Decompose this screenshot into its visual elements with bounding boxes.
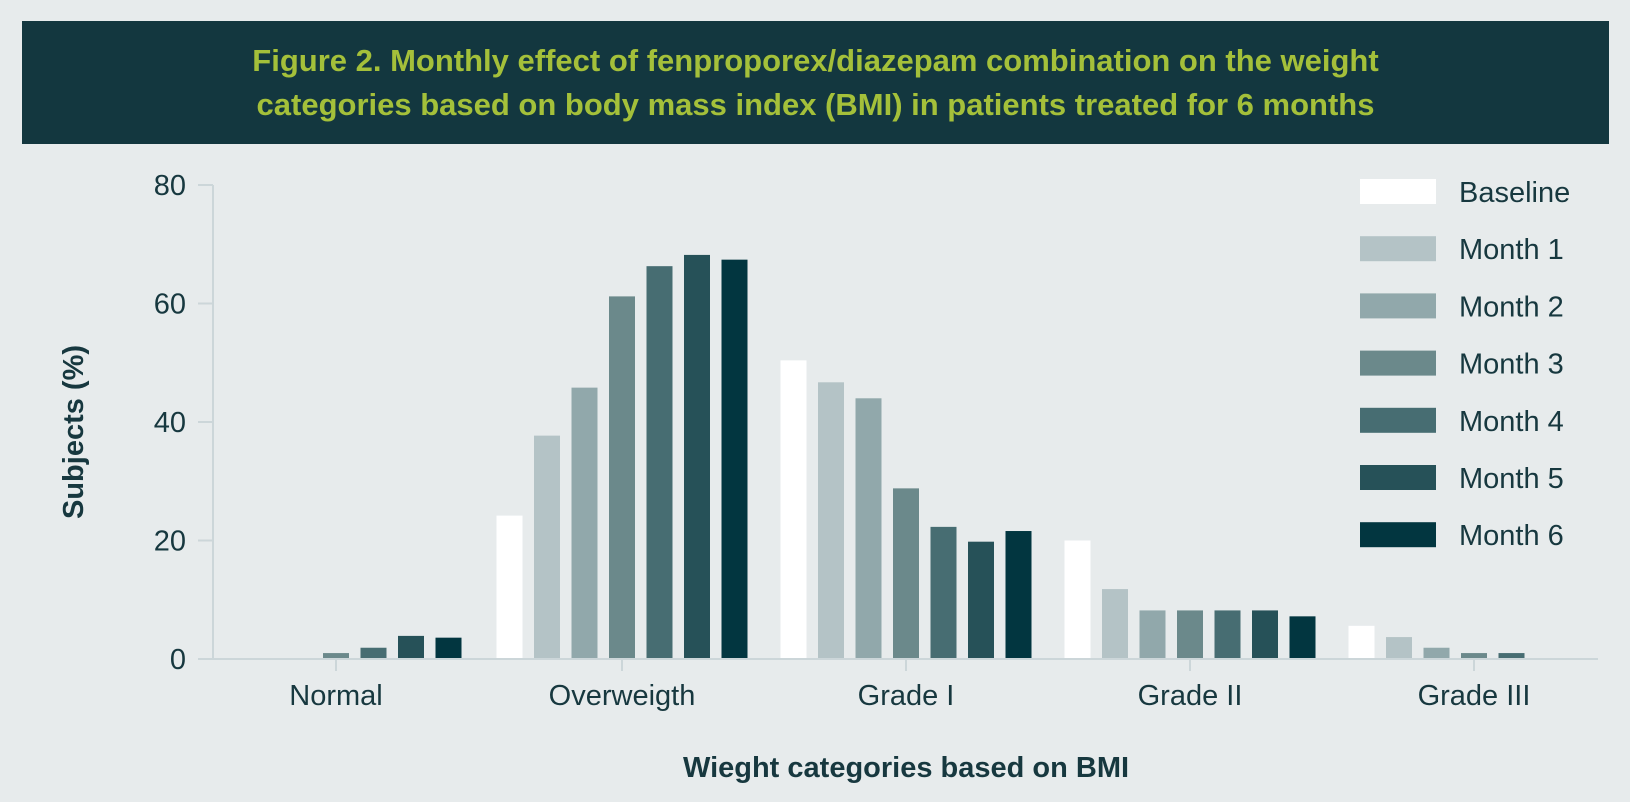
legend-item: Baseline xyxy=(1360,177,1570,209)
x-tick-label: Grade I xyxy=(858,680,955,712)
legend-item: Month 5 xyxy=(1360,463,1564,495)
x-tick-label: Grade II xyxy=(1138,680,1243,712)
bar-month-3-normal xyxy=(323,653,349,658)
bar-month-4-overweigth xyxy=(646,266,673,658)
y-tick-label: 20 xyxy=(154,526,186,558)
legend-swatch xyxy=(1360,407,1436,433)
y-tick-label: 80 xyxy=(154,170,186,202)
legend-swatch xyxy=(1360,179,1436,204)
bar-month-1-grade-ii xyxy=(1102,589,1128,658)
legend-item: Month 4 xyxy=(1360,406,1564,438)
bar-month-6-normal xyxy=(435,637,462,658)
legend-label: Month 3 xyxy=(1459,349,1564,381)
y-axis-title: Subjects (%) xyxy=(58,345,90,519)
bar-month-6-grade-i xyxy=(1005,531,1032,658)
bar-month-2-overweigth xyxy=(571,387,598,658)
legend-swatch xyxy=(1360,350,1436,376)
bar-baseline-grade-i xyxy=(780,360,807,658)
bar-month-1-grade-i xyxy=(818,382,844,658)
x-tick-label: Grade III xyxy=(1418,680,1531,712)
legend-label: Month 5 xyxy=(1459,463,1564,495)
x-tick-label: Normal xyxy=(289,680,382,712)
figure-title-line-1: Figure 2. Monthly effect of fenproporex/… xyxy=(252,42,1379,78)
figure-title-line-2: categories based on body mass index (BMI… xyxy=(256,86,1375,122)
bar-month-4-grade-ii xyxy=(1214,610,1241,658)
y-tick-label: 0 xyxy=(170,644,186,676)
bar-month-2-grade-iii xyxy=(1423,647,1450,658)
legend-label: Month 4 xyxy=(1459,406,1564,438)
bar-baseline-grade-ii xyxy=(1064,540,1091,658)
bar-month-1-grade-iii xyxy=(1386,637,1412,658)
bar-month-2-grade-i xyxy=(855,398,882,658)
y-tick-label: 60 xyxy=(154,289,186,321)
figure-title-banner: Figure 2. Monthly effect of fenproporex/… xyxy=(22,21,1609,144)
y-tick-label: 40 xyxy=(154,407,186,439)
legend-item: Month 3 xyxy=(1360,349,1564,381)
x-tick-label: Overweigth xyxy=(549,680,696,712)
legend-item: Month 6 xyxy=(1360,520,1564,552)
bar-month-1-overweigth xyxy=(534,435,560,658)
bar-month-6-grade-ii xyxy=(1289,616,1316,658)
legend-label: Month 6 xyxy=(1459,520,1564,552)
bar-month-5-overweigth xyxy=(684,254,710,659)
legend-label: Month 2 xyxy=(1459,291,1564,323)
bar-month-5-normal xyxy=(398,635,424,658)
legend-label: Month 1 xyxy=(1459,234,1564,266)
legend-swatch xyxy=(1360,293,1436,319)
bar-month-3-grade-ii xyxy=(1177,610,1203,658)
bar-month-3-grade-iii xyxy=(1461,653,1487,658)
bar-baseline-grade-iii xyxy=(1348,625,1375,658)
bar-month-4-normal xyxy=(360,647,387,658)
bar-month-5-grade-ii xyxy=(1252,610,1278,658)
legend-swatch xyxy=(1360,236,1436,262)
legend-swatch xyxy=(1360,465,1436,490)
bar-month-3-grade-i xyxy=(893,488,919,658)
legend-item: Month 1 xyxy=(1360,234,1564,266)
bar-month-5-grade-i xyxy=(968,541,994,658)
legend-swatch xyxy=(1360,522,1436,548)
bar-month-4-grade-iii xyxy=(1498,653,1525,658)
bar-month-6-overweigth xyxy=(721,259,748,658)
bar-month-3-overweigth xyxy=(609,296,635,658)
x-axis-title: Wieght categories based on BMI xyxy=(683,752,1129,784)
legend-item: Month 2 xyxy=(1360,291,1564,323)
bar-month-4-grade-i xyxy=(930,526,957,658)
bar-baseline-overweigth xyxy=(496,515,523,658)
bar-month-2-grade-ii xyxy=(1139,610,1166,658)
legend-label: Baseline xyxy=(1459,177,1570,209)
